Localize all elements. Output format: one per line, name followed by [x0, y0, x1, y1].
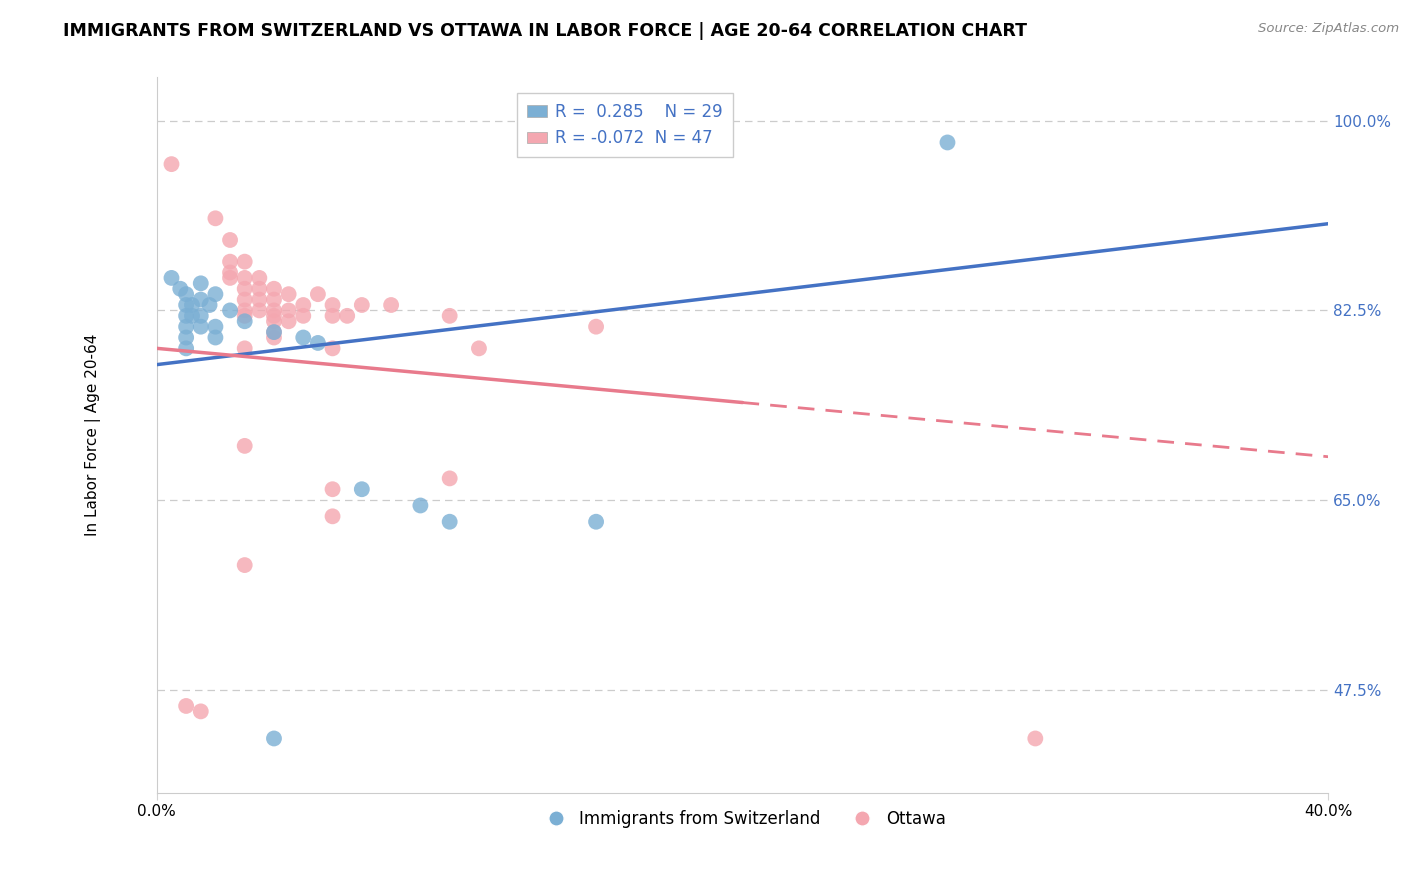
Point — [263, 282, 285, 296]
Point — [174, 287, 197, 301]
Point — [174, 319, 197, 334]
Legend: Immigrants from Switzerland, Ottawa: Immigrants from Switzerland, Ottawa — [533, 803, 952, 834]
Point — [322, 482, 344, 496]
Point — [350, 482, 373, 496]
Point — [263, 731, 285, 746]
Text: Source: ZipAtlas.com: Source: ZipAtlas.com — [1258, 22, 1399, 36]
Point — [233, 303, 256, 318]
Point — [277, 314, 299, 328]
Point — [204, 287, 226, 301]
Text: IMMIGRANTS FROM SWITZERLAND VS OTTAWA IN LABOR FORCE | AGE 20-64 CORRELATION CHA: IMMIGRANTS FROM SWITZERLAND VS OTTAWA IN… — [63, 22, 1028, 40]
Point — [174, 298, 197, 312]
Point — [204, 330, 226, 344]
Point — [247, 271, 270, 285]
Point — [219, 233, 242, 247]
Point — [263, 314, 285, 328]
Point — [198, 298, 221, 312]
Point — [247, 282, 270, 296]
Point — [181, 298, 204, 312]
Point — [277, 287, 299, 301]
Point — [292, 298, 315, 312]
Point — [322, 309, 344, 323]
Point — [233, 282, 256, 296]
Point — [263, 325, 285, 339]
Point — [307, 287, 329, 301]
Point — [160, 157, 183, 171]
Point — [174, 309, 197, 323]
Point — [219, 254, 242, 268]
Point — [322, 509, 344, 524]
Point — [233, 271, 256, 285]
Point — [336, 309, 359, 323]
Point — [233, 309, 256, 323]
Point — [263, 330, 285, 344]
Point — [263, 293, 285, 307]
Point — [322, 298, 344, 312]
Point — [468, 342, 491, 356]
Point — [233, 558, 256, 573]
Point — [263, 325, 285, 339]
Point — [409, 499, 432, 513]
Point — [219, 271, 242, 285]
Point — [247, 303, 270, 318]
Point — [233, 342, 256, 356]
Point — [585, 319, 607, 334]
Point — [219, 303, 242, 318]
Point — [292, 309, 315, 323]
Point — [174, 698, 197, 713]
Point — [263, 303, 285, 318]
Point — [322, 342, 344, 356]
Point — [585, 515, 607, 529]
Point — [439, 309, 461, 323]
Point — [439, 471, 461, 485]
Point — [233, 314, 256, 328]
Point — [247, 293, 270, 307]
Point — [292, 330, 315, 344]
Point — [350, 298, 373, 312]
Point — [263, 309, 285, 323]
Point — [233, 254, 256, 268]
Point — [190, 319, 212, 334]
Point — [190, 309, 212, 323]
Y-axis label: In Labor Force | Age 20-64: In Labor Force | Age 20-64 — [86, 334, 101, 536]
Point — [307, 335, 329, 350]
Point — [380, 298, 402, 312]
Point — [169, 282, 191, 296]
Point — [439, 515, 461, 529]
Point — [204, 319, 226, 334]
Point — [277, 303, 299, 318]
Point — [160, 271, 183, 285]
Point — [233, 439, 256, 453]
Point — [219, 265, 242, 279]
Point — [174, 330, 197, 344]
Point — [174, 342, 197, 356]
Point — [936, 136, 959, 150]
Point — [1024, 731, 1046, 746]
Point — [181, 309, 204, 323]
Point — [190, 705, 212, 719]
Point — [204, 211, 226, 226]
Point — [233, 293, 256, 307]
Point — [190, 293, 212, 307]
Point — [190, 277, 212, 291]
